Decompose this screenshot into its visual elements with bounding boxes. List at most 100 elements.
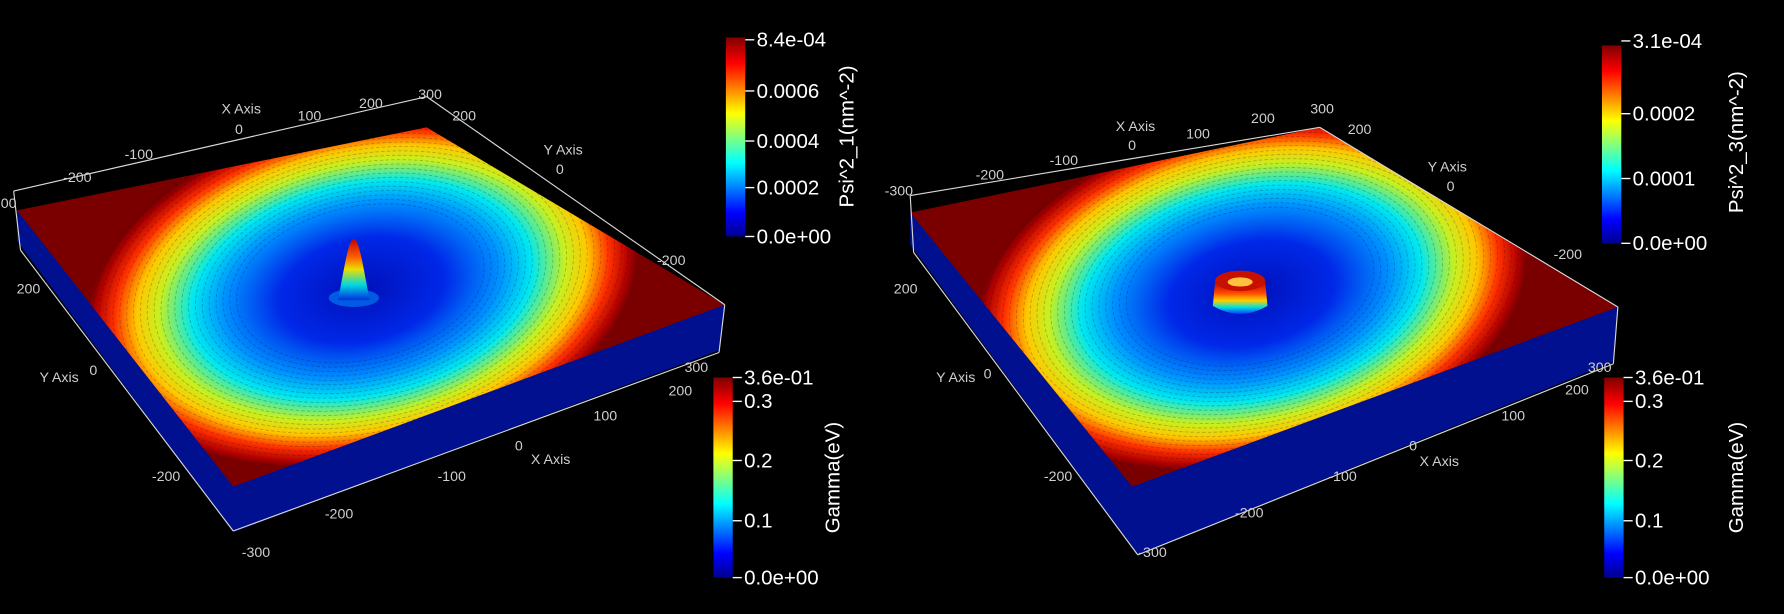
colorbar-label: 0.1 [1635, 510, 1663, 533]
x-tick-label: 200 [1251, 111, 1275, 127]
surface-contour [1105, 193, 1395, 380]
x-axis-title: X Axis [1420, 454, 1459, 470]
x-tick-label: 0 [1409, 438, 1417, 454]
x-tick-label: 0 [515, 438, 523, 454]
surface-contour [215, 190, 506, 377]
colorbar-label: 0.0e+00 [1635, 566, 1710, 589]
colorbar-label: 0.0001 [1633, 167, 1696, 190]
colorbar-label: 0.3 [744, 390, 772, 413]
colorbar-gamma: 3.6e-010.3 0.2 0.1 0.0e+00 Gamma(eV) [1604, 366, 1748, 589]
axis-line [1319, 126, 1619, 308]
colorbar-label: 0.0006 [757, 80, 820, 103]
x-tick-label: -100 [1328, 469, 1357, 485]
surface-contour [1057, 162, 1444, 411]
x-tick-label: 100 [1186, 127, 1210, 143]
axis-line [909, 195, 915, 253]
axis-line [1137, 363, 1614, 556]
colorbar-label: 0.1 [744, 510, 772, 533]
colorbar-gradient [1604, 377, 1624, 578]
x-tick-label: -100 [437, 469, 466, 485]
surface-contour [181, 168, 540, 399]
x-tick-label: -300 [0, 196, 17, 212]
colorbar-label: 0.0004 [757, 130, 820, 153]
colorbar-label: 8.4e-04 [757, 29, 826, 52]
x-tick-label: 300 [684, 360, 708, 376]
y-tick-label: 200 [1348, 122, 1372, 138]
x-tick-label: -200 [325, 506, 354, 522]
x-tick-label: 0 [235, 122, 243, 138]
surface-contour [236, 203, 485, 364]
colorbar-gamma: 3.6e-010.3 0.2 0.1 0.0e+00 Gamma(eV) [713, 366, 845, 589]
y-tick-label: -200 [657, 253, 686, 269]
colorbar-label: 3.1e-04 [1633, 30, 1702, 53]
colorbar-label: 0.2 [1635, 449, 1663, 472]
x-tick-label: 100 [1501, 409, 1525, 425]
y-tick-label: -200 [152, 469, 181, 485]
y-axis-title: Y Axis [1428, 160, 1467, 176]
ring-hole [1227, 277, 1253, 287]
y-tick-label: -200 [1554, 247, 1583, 263]
x-tick-label: -100 [1050, 153, 1079, 169]
surface-contour [153, 150, 568, 417]
axis-line [913, 252, 1139, 556]
colorbar-title: Psi^2_1(nm^-2) [835, 65, 858, 207]
surface-contour [174, 163, 547, 403]
colorbar-psi: 8.4e-04 0.0006 0.0004 0.0002 0.0e+00Psi^2_1(… [725, 29, 858, 248]
x-tick-label: 300 [1310, 102, 1334, 118]
surface-contour [1084, 180, 1416, 394]
surface-contour [194, 176, 526, 390]
colorbar-label: 0.0002 [1633, 103, 1696, 126]
surface-contour [1125, 206, 1375, 367]
colorbar-title: Psi^2_3(nm^-2) [1725, 71, 1748, 213]
axis-line [1612, 306, 1619, 364]
y-tick-label: 200 [452, 109, 476, 125]
y-axis-title: Y Axis [40, 370, 79, 386]
y-tick-label: 0 [556, 162, 564, 178]
y-axis-title: Y Axis [544, 143, 583, 159]
colorbar-label: 0.2 [744, 449, 772, 472]
colorbar-gradient [1601, 45, 1622, 244]
axis-line [910, 126, 1320, 197]
surface-contour [188, 172, 533, 395]
surface-contour [1070, 171, 1430, 402]
colorbar-label: 0.0e+00 [1633, 232, 1708, 255]
plot-panel-1: -300 -200 -100 0 100 200 300 X Axis 200 0 -200 Y Ax… [0, 29, 858, 590]
axis-line [233, 351, 720, 532]
surface-contour [229, 198, 492, 368]
wavefunction-peak [337, 238, 370, 301]
x-tick-label: -300 [885, 184, 914, 200]
surface-contour [1029, 144, 1471, 429]
surface-contour [1098, 189, 1402, 385]
x-tick-label: -200 [976, 168, 1005, 184]
surface-contour [167, 159, 554, 408]
axis-line [718, 304, 726, 353]
surface-contour [1112, 197, 1389, 376]
colorbar-gradient [725, 37, 746, 237]
surface-contour [1036, 149, 1464, 424]
x-tick-label: 300 [418, 87, 442, 103]
y-tick-label: 0 [1447, 179, 1455, 195]
surface-contour [222, 194, 499, 373]
axis-line [13, 190, 22, 251]
x-tick-label: 200 [359, 96, 383, 112]
surface-contour [208, 185, 513, 381]
x-axis-title: X Axis [531, 452, 570, 468]
surface-contour [201, 181, 519, 386]
x-axis-title: X Axis [221, 102, 260, 118]
x-tick-label: 100 [298, 109, 322, 125]
colorbar-title: Gamma(eV) [822, 422, 845, 533]
x-tick-label: 100 [593, 409, 617, 425]
axis-line [13, 96, 427, 192]
x-tick-label: -200 [1235, 505, 1264, 521]
surface-contour [1077, 175, 1423, 398]
y-tick-label: 200 [894, 281, 918, 297]
surface-contour [1050, 158, 1450, 416]
colorbar-label: 0.0002 [757, 176, 820, 199]
surface-contour [1091, 184, 1409, 389]
colorbar-gradient [713, 377, 733, 578]
x-tick-label: 200 [669, 384, 693, 400]
x-tick-label: -100 [125, 147, 154, 163]
x-tick-label: -300 [1138, 545, 1167, 561]
x-axis-title: X Axis [1116, 119, 1155, 135]
